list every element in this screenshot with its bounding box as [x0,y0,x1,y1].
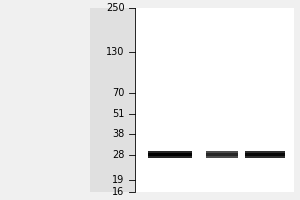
Bar [206,153,238,156]
Bar [148,151,192,158]
Text: 38: 38 [112,129,125,139]
Bar [245,151,285,158]
Text: 70: 70 [112,88,125,98]
Text: 16: 16 [112,187,125,197]
Bar [148,151,188,152]
Bar [206,151,238,158]
Text: 51: 51 [112,109,125,119]
Bar [245,153,285,156]
Text: 130: 130 [106,47,125,57]
Text: 250: 250 [106,3,125,13]
Bar [148,153,192,156]
Text: kDa: kDa [41,0,65,1]
Bar [135,8,294,192]
Text: 28: 28 [112,150,125,160]
Text: 19: 19 [112,175,125,185]
